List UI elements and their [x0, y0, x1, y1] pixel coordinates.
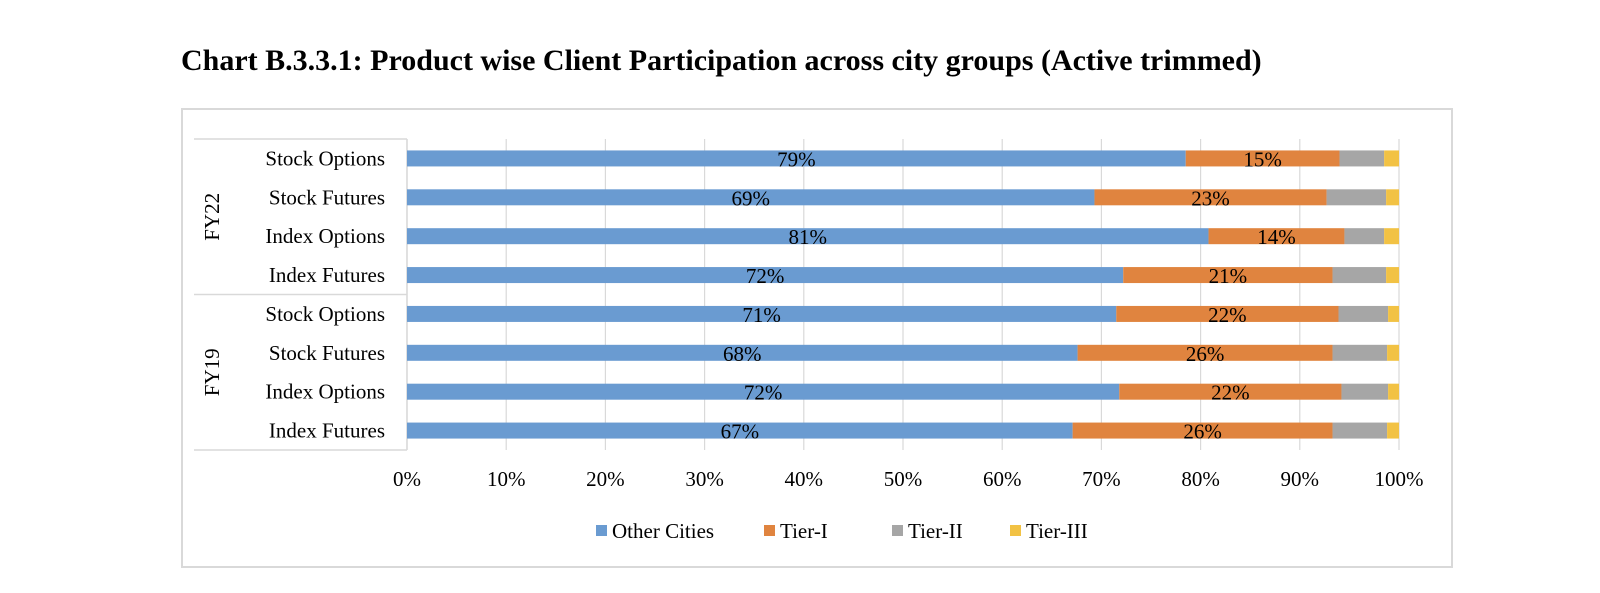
data-label: 68% [723, 342, 762, 366]
category-label: Index Options [265, 224, 385, 248]
legend-swatch [1010, 525, 1021, 536]
bar-tier-ii [1339, 150, 1385, 167]
x-tick-label: 70% [1082, 467, 1121, 491]
bar-tier-iii [1386, 267, 1399, 284]
bar-tier-ii [1341, 383, 1389, 400]
data-label: 14% [1257, 225, 1296, 249]
bar-tier-i [1072, 422, 1333, 439]
data-label: 15% [1243, 147, 1282, 171]
legend-label: Tier-I [780, 519, 828, 543]
group-label-fy22: FY22 [200, 193, 224, 241]
bar-tier-i [1185, 150, 1340, 167]
bar-tier-ii [1332, 267, 1387, 284]
bar-other-cities [407, 383, 1120, 400]
bar-tier-ii [1332, 422, 1388, 439]
x-tick-label: 100% [1375, 467, 1424, 491]
x-tick-label: 50% [884, 467, 923, 491]
x-tick-label: 0% [393, 467, 421, 491]
bar-other-cities [407, 305, 1117, 322]
bar-tier-iii [1387, 422, 1399, 439]
x-tick-label: 40% [785, 467, 824, 491]
category-label: Stock Options [265, 146, 385, 170]
bar-tier-ii [1338, 305, 1389, 322]
legend-swatch [596, 525, 607, 536]
bar-tier-iii [1384, 150, 1399, 167]
legend-label: Tier-III [1026, 519, 1088, 543]
data-label: 71% [742, 303, 781, 327]
bar-tier-i [1123, 267, 1333, 284]
category-label: Index Futures [269, 419, 385, 443]
bar-other-cities [407, 228, 1209, 245]
data-label: 21% [1209, 264, 1248, 288]
x-tick-label: 80% [1181, 467, 1220, 491]
bar-tier-iii [1386, 189, 1399, 206]
data-label: 26% [1183, 420, 1222, 444]
bar-other-cities [407, 344, 1078, 361]
x-tick-label: 30% [685, 467, 724, 491]
legend-swatch [892, 525, 903, 536]
bar-other-cities [407, 422, 1073, 439]
group-label-fy19: FY19 [200, 348, 224, 396]
chart-title: Chart B.3.3.1: Product wise Client Parti… [181, 44, 1262, 77]
category-label: Stock Options [265, 302, 385, 326]
bar-tier-ii [1344, 228, 1385, 245]
legend-swatch [764, 525, 775, 536]
legend-label: Other Cities [612, 519, 714, 543]
data-label: 26% [1186, 342, 1225, 366]
bar-tier-i [1119, 383, 1342, 400]
category-label: Index Options [265, 380, 385, 404]
bar-tier-iii [1388, 383, 1399, 400]
bar-tier-i [1116, 305, 1339, 322]
bar-tier-i [1094, 189, 1327, 206]
bar-tier-ii [1332, 344, 1388, 361]
data-label: 22% [1211, 381, 1250, 405]
legend-label: Tier-II [908, 519, 963, 543]
x-tick-label: 90% [1281, 467, 1320, 491]
data-label: 22% [1208, 303, 1247, 327]
data-label: 72% [744, 381, 783, 405]
x-tick-label: 60% [983, 467, 1022, 491]
bar-other-cities [407, 150, 1186, 167]
bar-tier-i [1077, 344, 1333, 361]
bar-tier-iii [1387, 344, 1399, 361]
category-label: Stock Futures [269, 185, 385, 209]
x-tick-label: 10% [487, 467, 526, 491]
chart-area [181, 108, 1453, 568]
category-label: Index Futures [269, 263, 385, 287]
bar-other-cities [407, 189, 1095, 206]
data-label: 81% [789, 225, 828, 249]
category-label: Stock Futures [269, 341, 385, 365]
bar-tier-iii [1384, 228, 1399, 245]
bar-other-cities [407, 267, 1124, 284]
data-label: 72% [746, 264, 785, 288]
data-label: 23% [1191, 186, 1230, 210]
bar-tier-iii [1388, 305, 1399, 322]
bar-tier-ii [1326, 189, 1387, 206]
x-tick-label: 20% [586, 467, 625, 491]
data-label: 67% [721, 420, 760, 444]
bar-tier-i [1208, 228, 1345, 245]
data-label: 69% [731, 186, 770, 210]
data-label: 79% [777, 147, 816, 171]
